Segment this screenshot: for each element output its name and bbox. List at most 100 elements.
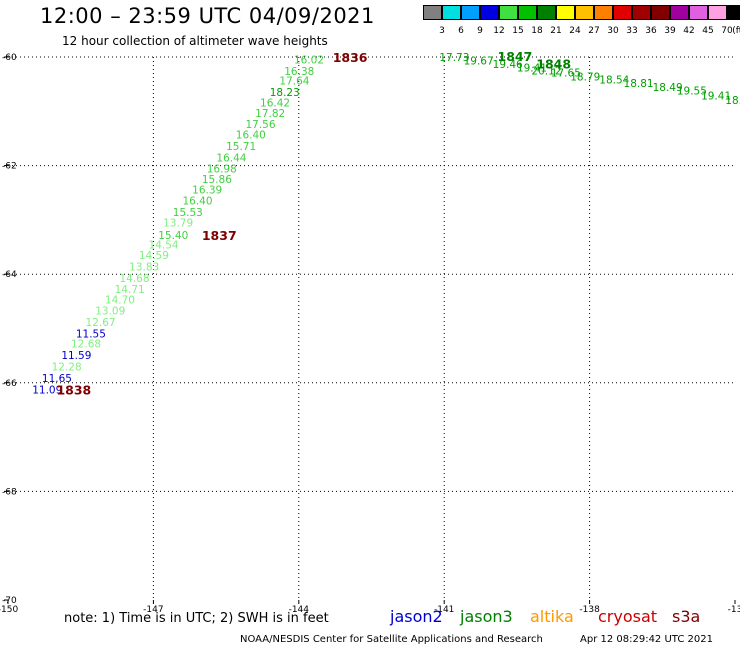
color-scale-swatch xyxy=(575,5,594,20)
grid-lines xyxy=(8,56,735,600)
color-scale-swatch xyxy=(423,5,442,20)
color-scale-swatch xyxy=(480,5,499,20)
x-tick-label: -138 xyxy=(579,605,600,615)
wave-height-label: 13.83 xyxy=(129,262,159,274)
wave-height-label: 16.44 xyxy=(216,152,246,164)
wave-height-label: 16.02 xyxy=(294,55,324,67)
wave-height-label: 18.16 xyxy=(725,95,740,107)
color-scale-label: 15 xyxy=(512,26,524,36)
wave-height-label: 19.67 xyxy=(464,55,494,67)
wave-height-label: 18.79 xyxy=(570,72,600,84)
x-tick-label: -150 xyxy=(0,605,18,615)
wave-height-label: 16.39 xyxy=(192,184,222,196)
wave-height-label: 16.40 xyxy=(182,195,212,207)
legend-item-s3a: s3a xyxy=(672,607,701,626)
color-scale-label: 30 xyxy=(607,26,619,36)
legend-item-jason3: jason3 xyxy=(460,607,513,626)
wave-height-points: 16.0216.3817.6418.2316.4217.8217.5616.40… xyxy=(32,52,740,396)
footer-note: note: 1) Time is in UTC; 2) SWH is in fe… xyxy=(64,611,329,626)
x-tick-label: -144 xyxy=(289,605,310,615)
y-tick-label: -68 xyxy=(2,487,17,497)
wave-height-label: 19.55 xyxy=(677,86,707,98)
wave-height-label: 15.40 xyxy=(158,230,188,242)
color-scale-swatch xyxy=(670,5,689,20)
wave-height-label: 11.65 xyxy=(42,373,72,385)
y-tick-label: -66 xyxy=(2,379,17,389)
axis-tick-labels: -150 -147 -144 -141 -138 -13 -60 -62 -64 -66 -68 -7… xyxy=(0,53,740,615)
wave-height-label: 16.40 xyxy=(236,130,266,142)
color-scale-label: 12 xyxy=(493,26,505,36)
color-scale-label: 3 xyxy=(439,26,445,36)
wave-height-label: 18.49 xyxy=(653,82,683,94)
wave-height-label: 18.23 xyxy=(270,87,300,99)
color-scale-label: 42 xyxy=(683,26,695,36)
wave-height-label: 13.09 xyxy=(95,306,125,318)
color-scale-swatch xyxy=(594,5,613,20)
wave-height-label: 16.38 xyxy=(284,66,314,78)
time-annotation-label: 1847 xyxy=(498,49,533,64)
color-scale-swatch xyxy=(537,5,556,20)
wave-height-label: 13.79 xyxy=(163,218,193,230)
color-scale-label: 9 xyxy=(477,26,483,36)
x-tick-label: -13 xyxy=(728,605,740,615)
credit-line: NOAA/NESDIS Center for Satellite Applica… xyxy=(240,634,543,645)
color-scale-label: 70 xyxy=(721,26,733,36)
wave-height-label: 11.55 xyxy=(76,328,106,340)
time-annotation-label: 1837 xyxy=(202,228,237,243)
color-scale-label: 45 xyxy=(702,26,714,36)
color-scale-swatch xyxy=(442,5,461,20)
wave-height-label: 14.71 xyxy=(115,284,145,296)
y-tick-label: -64 xyxy=(2,270,17,280)
wave-height-label: 12.67 xyxy=(86,317,116,329)
color-scale-swatch xyxy=(556,5,575,20)
x-tick-label: -147 xyxy=(143,605,163,615)
time-annotation-label: 1836 xyxy=(333,50,368,65)
wave-height-label: 16.42 xyxy=(260,98,290,110)
wave-height-label: 12.28 xyxy=(52,362,82,374)
color-scale-swatch xyxy=(632,5,651,20)
wave-height-label: 15.71 xyxy=(226,141,256,153)
wave-height-label: 18.81 xyxy=(624,78,654,90)
color-scale-label: 39 xyxy=(664,26,676,36)
legend-item-altika: altika xyxy=(530,607,574,626)
legend-item-cryosat: cryosat xyxy=(598,607,658,626)
wave-height-label: 17.73 xyxy=(439,52,469,64)
wave-height-label: 11.09 xyxy=(32,384,62,396)
wave-height-label: 19.46 xyxy=(493,59,523,71)
color-scale-label: 18 xyxy=(531,26,543,36)
color-scale-swatch xyxy=(727,5,740,20)
color-scale-swatch xyxy=(613,5,632,20)
wave-height-label: 19.41 xyxy=(701,91,731,103)
color-scale-label: 6 xyxy=(458,26,464,36)
wave-height-label: 11.59 xyxy=(61,350,91,362)
generated-timestamp: Apr 12 08:29:42 UTC 2021 xyxy=(580,634,713,645)
color-scale-swatch xyxy=(518,5,537,20)
wave-height-label: 14.59 xyxy=(139,250,169,262)
y-tick-label: -70 xyxy=(2,596,17,606)
time-annotation-label: 1848 xyxy=(536,57,571,72)
wave-height-label: 14.70 xyxy=(105,295,135,307)
wave-height-label: 14.68 xyxy=(119,273,149,285)
wave-height-label: 12.68 xyxy=(71,339,101,351)
color-scale-label: 27 xyxy=(588,26,600,36)
x-tick-label: -141 xyxy=(434,605,454,615)
color-scale-swatch xyxy=(651,5,670,20)
wave-height-label: 15.53 xyxy=(173,207,203,219)
wave-height-label: 19.41 xyxy=(517,62,547,74)
color-scale-swatch xyxy=(499,5,518,20)
color-scale-swatch xyxy=(689,5,708,20)
wave-height-label: 16.98 xyxy=(207,163,237,175)
wave-height-label: 20.12 xyxy=(531,66,561,78)
time-annotation-label: 1838 xyxy=(56,382,91,397)
color-scale-swatch xyxy=(461,5,480,20)
wave-height-label: 17.82 xyxy=(255,108,285,120)
wave-height-label: 14.54 xyxy=(149,239,179,251)
chart-title: 12:00 – 23:59 UTC 04/09/2021 xyxy=(40,4,375,28)
color-scale-label: 33 xyxy=(626,26,638,36)
color-scale-label: 21 xyxy=(550,26,562,36)
color-scale-label: 36 xyxy=(645,26,657,36)
wave-height-label: 15.86 xyxy=(202,174,232,186)
wave-height-label: 18.54 xyxy=(599,74,629,86)
